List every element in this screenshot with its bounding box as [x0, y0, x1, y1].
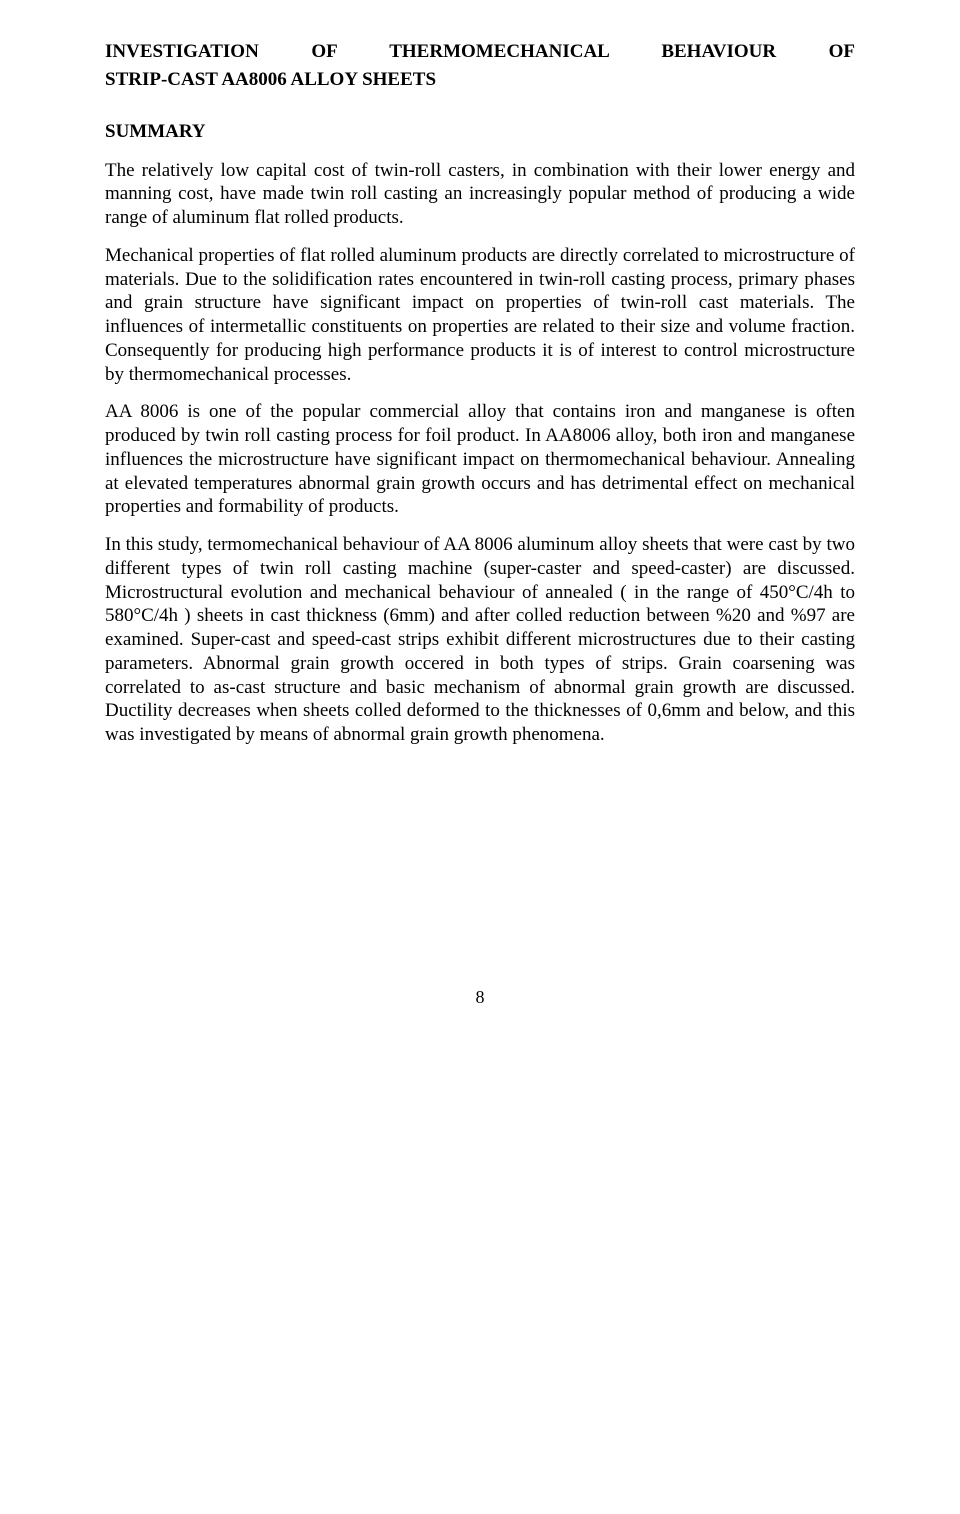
document-title-line1: INVESTIGATION OF THERMOMECHANICAL BEHAVI…: [105, 40, 855, 65]
summary-heading: SUMMARY: [105, 121, 855, 143]
document-title-line2: STRIP-CAST AA8006 ALLOY SHEETS: [105, 69, 855, 91]
paragraph-4: In this study, termomechanical behaviour…: [105, 533, 855, 747]
paragraph-3: AA 8006 is one of the popular commercial…: [105, 400, 855, 519]
page-number: 8: [105, 987, 855, 1008]
paragraph-2: Mechanical properties of flat rolled alu…: [105, 244, 855, 387]
paragraph-1: The relatively low capital cost of twin-…: [105, 159, 855, 230]
